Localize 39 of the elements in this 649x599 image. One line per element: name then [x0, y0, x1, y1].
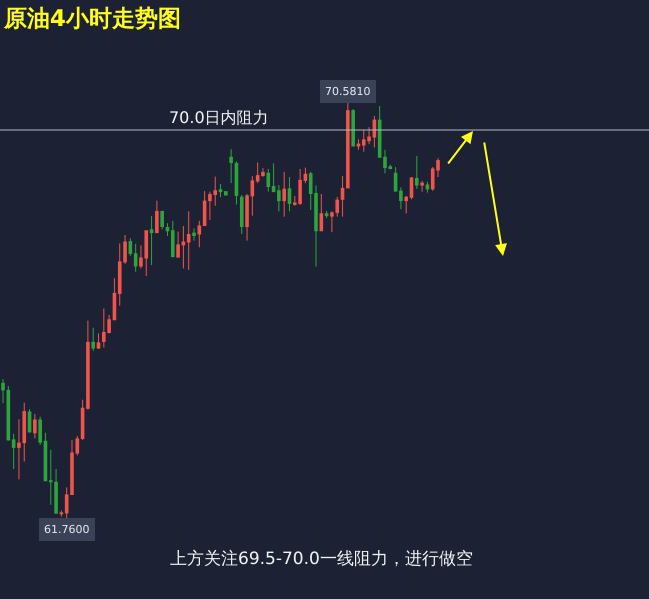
candlestick	[33, 413, 37, 439]
candlestick	[213, 176, 218, 206]
candlestick	[22, 402, 26, 462]
candlestick	[420, 180, 424, 192]
candlestick	[17, 418, 21, 480]
candlestick	[128, 238, 132, 257]
candlestick	[198, 220, 202, 248]
candlestick	[91, 327, 96, 352]
candlestick	[102, 308, 106, 348]
ref-line-label: 70.0日内阻力	[169, 108, 269, 127]
candlestick	[240, 194, 244, 235]
candlestick	[229, 148, 233, 184]
candlestick	[282, 171, 286, 218]
annotation: 61.7600	[44, 523, 90, 536]
candlestick	[192, 228, 196, 242]
candlestick	[54, 468, 58, 514]
candlestick	[292, 195, 297, 206]
candlestick	[28, 408, 32, 434]
candlestick	[134, 243, 138, 272]
candlestick	[266, 168, 270, 192]
candlestick	[426, 181, 430, 194]
candlestick	[324, 210, 328, 219]
text: 上方关注69.5-70.0一线阻力，进行做空	[170, 549, 473, 569]
chart-title: 原油4小时走势图	[2, 6, 181, 32]
candlestick	[288, 176, 292, 212]
candlestick	[335, 196, 340, 218]
candlestick	[60, 510, 64, 518]
candlestick	[351, 108, 355, 147]
candlestick	[186, 210, 190, 270]
annotation: 70.5810	[325, 85, 370, 98]
candlestick	[320, 194, 324, 232]
candlestick	[96, 332, 100, 350]
candlestick	[155, 200, 159, 234]
candlestick	[415, 155, 419, 190]
candlestick	[150, 216, 154, 266]
candlestick	[12, 433, 16, 470]
candlestick	[330, 210, 334, 233]
candlestick	[160, 210, 164, 230]
candlestick	[234, 161, 238, 205]
